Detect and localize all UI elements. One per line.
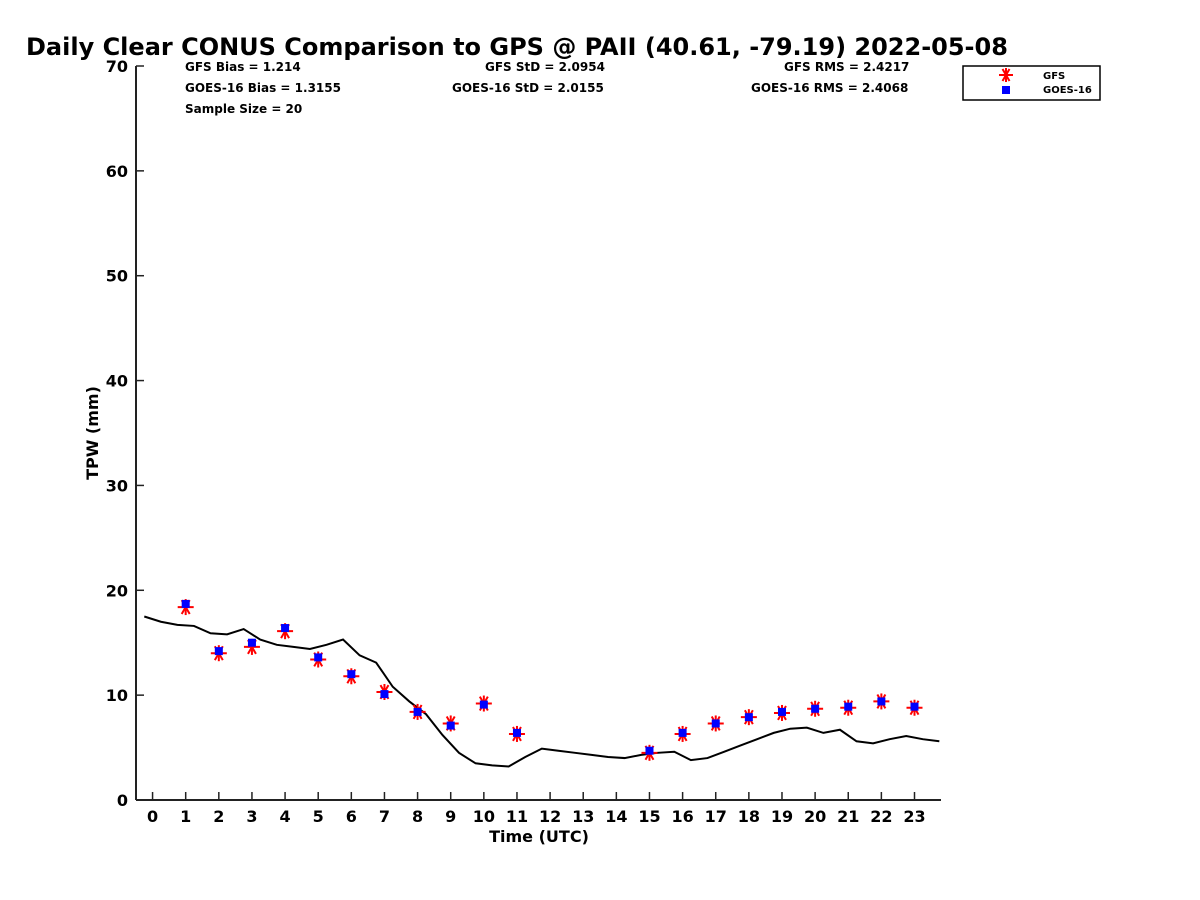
x-tick-label: 10	[473, 807, 495, 826]
y-tick-label: 50	[106, 267, 128, 286]
goes16-point	[711, 719, 720, 728]
x-tick-label: 15	[638, 807, 660, 826]
goes16-point	[512, 728, 521, 737]
goes16-bias-stat: GOES-16 Bias = 1.3155	[185, 81, 341, 95]
x-tick-label: 22	[870, 807, 892, 826]
legend-goes16-marker	[1002, 86, 1010, 94]
x-tick-label: 21	[837, 807, 859, 826]
goes16-point	[678, 728, 687, 737]
goes16-point	[413, 707, 422, 716]
x-tick-label: 1	[180, 807, 191, 826]
sample-size-stat: Sample Size = 20	[185, 102, 302, 116]
x-tick-label: 6	[346, 807, 357, 826]
x-tick-label: 2	[213, 807, 224, 826]
goes16-point	[877, 697, 886, 706]
y-axis-label: TPW (mm)	[83, 386, 102, 480]
goes16-point	[247, 638, 256, 647]
x-tick-label: 11	[506, 807, 528, 826]
x-tick-label: 5	[313, 807, 324, 826]
gfs-std-stat: GFS StD = 2.0954	[485, 60, 605, 74]
y-tick-label: 0	[117, 791, 128, 810]
legend-gfs-asterisk	[999, 68, 1013, 82]
x-tick-label: 18	[738, 807, 760, 826]
y-tick-label: 20	[106, 581, 128, 600]
y-tick-label: 40	[106, 372, 128, 391]
goes16-point	[314, 653, 323, 662]
goes16-point	[214, 647, 223, 656]
legend-box	[962, 65, 1101, 101]
x-tick-label: 23	[903, 807, 925, 826]
goes16-point	[811, 704, 820, 713]
goes16-point	[181, 599, 190, 608]
goes16-point	[380, 690, 389, 699]
x-tick-label: 13	[572, 807, 594, 826]
x-tick-label: 16	[671, 807, 693, 826]
x-tick-label: 8	[412, 807, 423, 826]
goes16-point	[744, 713, 753, 722]
y-tick-label: 30	[106, 476, 128, 495]
gps-tpw-line	[143, 615, 940, 768]
gfs-bias-stat: GFS Bias = 1.214	[185, 60, 301, 74]
legend-gfs-marker	[999, 68, 1013, 82]
x-tick-label: 4	[280, 807, 291, 826]
goes16-point	[844, 702, 853, 711]
chart-title: Daily Clear CONUS Comparison to GPS @ PA…	[26, 33, 1008, 61]
x-tick-label: 17	[705, 807, 727, 826]
goes16-point	[347, 670, 356, 679]
x-tick-label: 7	[379, 807, 390, 826]
y-tick-label: 10	[106, 686, 128, 705]
goes16-std-stat: GOES-16 StD = 2.0155	[452, 81, 604, 95]
goes16-point	[446, 721, 455, 730]
goes16-point	[281, 624, 290, 633]
goes16-point	[777, 707, 786, 716]
x-tick-label: 20	[804, 807, 826, 826]
legend-gfs-label: GFS	[1043, 71, 1065, 82]
x-tick-label: 0	[147, 807, 158, 826]
legend-goes16-square	[1002, 86, 1010, 94]
y-tick-label: 70	[106, 57, 128, 76]
y-tick-label: 60	[106, 162, 128, 181]
x-tick-label: 12	[539, 807, 561, 826]
x-tick-label: 14	[605, 807, 627, 826]
legend: GFS GOES-16	[962, 65, 1101, 101]
goes16-point	[910, 702, 919, 711]
goes16-rms-stat: GOES-16 RMS = 2.4068	[751, 81, 908, 95]
legend-goes16-label: GOES-16	[1043, 85, 1092, 96]
goes16-point	[645, 746, 654, 755]
gfs-rms-stat: GFS RMS = 2.4217	[784, 60, 909, 74]
x-tick-label: 9	[445, 807, 456, 826]
goes16-point	[479, 700, 488, 709]
x-axis-label: Time (UTC)	[489, 827, 589, 846]
x-tick-label: 19	[771, 807, 793, 826]
x-tick-label: 3	[246, 807, 257, 826]
